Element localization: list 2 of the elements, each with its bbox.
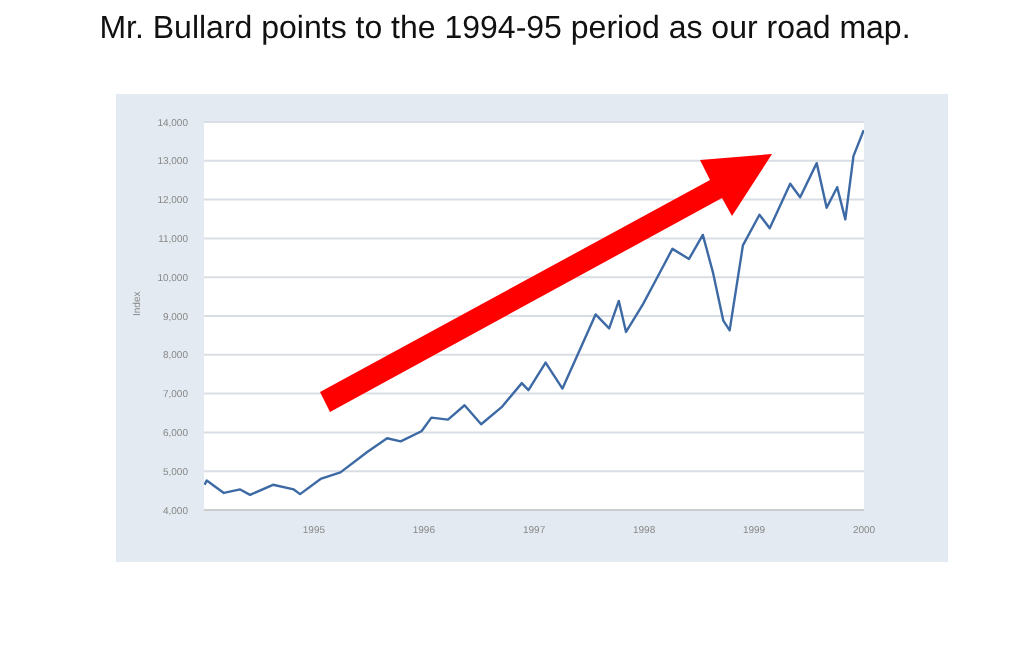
chart-title: Mr. Bullard points to the 1994-95 period as our road map.: [97, 12, 913, 48]
line-series: [204, 128, 864, 497]
